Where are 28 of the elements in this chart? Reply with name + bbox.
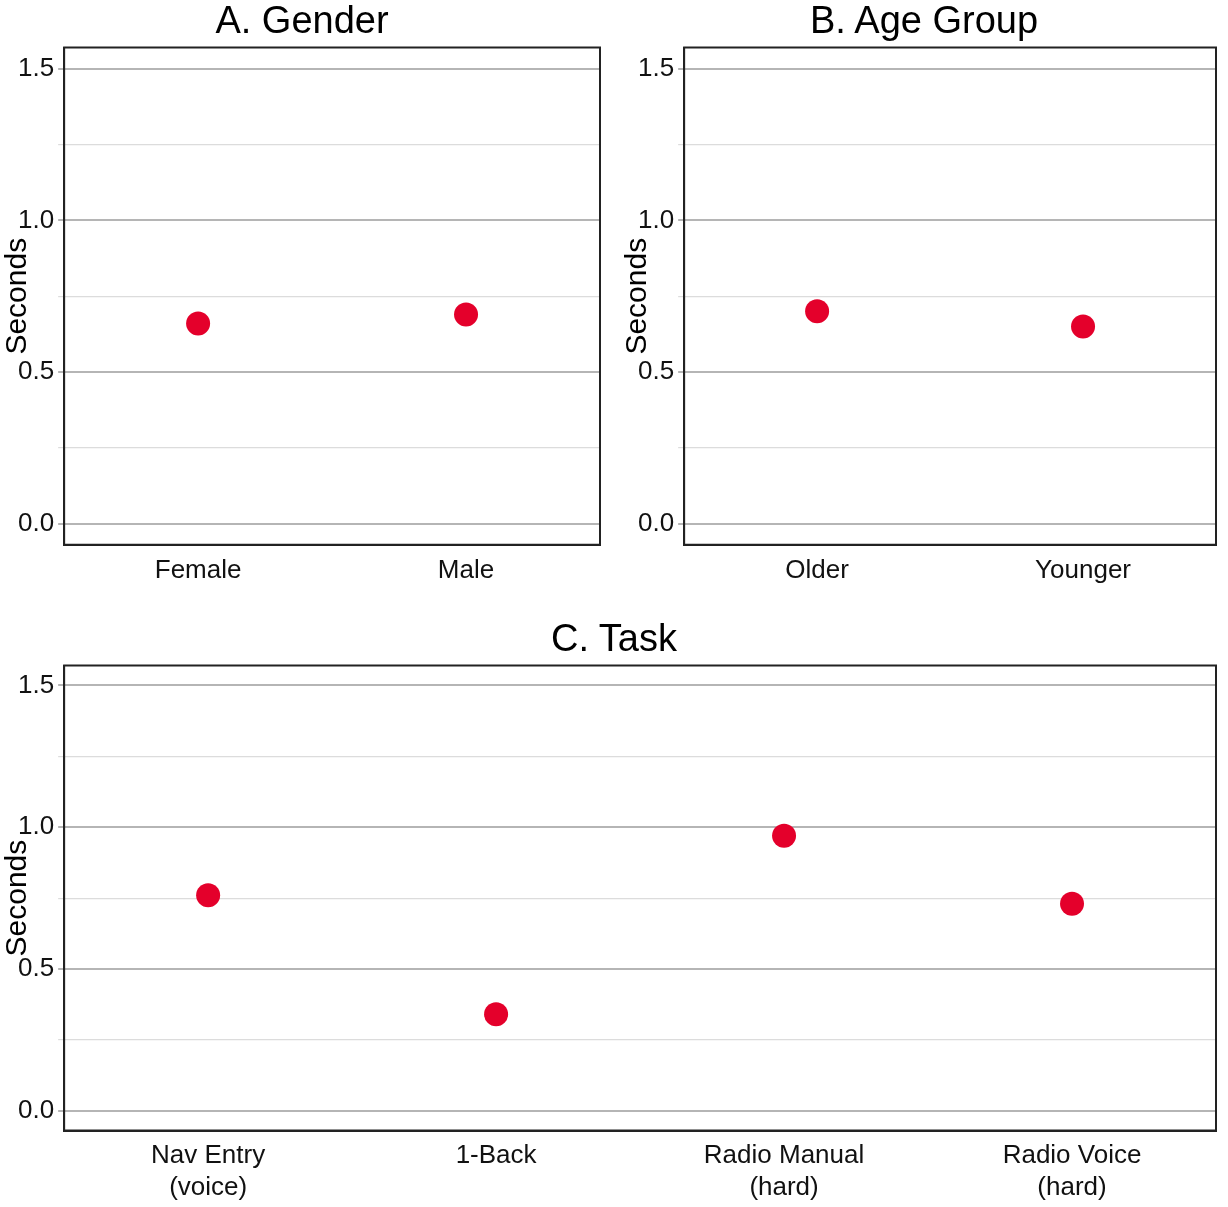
y-tick-label: 0.0 [17,506,55,537]
x-tick-label: Younger [1035,553,1132,584]
point [772,823,797,848]
x-tick-label: Female [154,553,242,584]
y-axis-title: Seconds [0,237,33,355]
y-tick-label: 1.0 [17,810,55,841]
point [196,883,221,908]
y-tick-label: 1.0 [637,203,675,234]
y-tick-label: 0.0 [17,1093,55,1124]
point [484,1002,509,1027]
x-tick-label: Older [785,553,850,584]
x-tick-label: Radio Voice (hard) [1002,1139,1142,1201]
x-tick-label: Nav Entry (voice) [151,1139,266,1201]
chart-title: B. Age Group [809,0,1039,42]
y-tick-label: 0.5 [17,355,55,386]
point [1060,891,1085,916]
chart-title: A. Gender [215,0,389,42]
y-tick-label: 1.0 [17,203,55,234]
y-tick-label: 1.5 [17,51,55,82]
y-axis-title: Seconds [619,237,653,355]
y-tick-label: 1.5 [637,51,675,82]
x-tick-label: Radio Manual (hard) [703,1139,865,1201]
x-tick-label: 1-Back [455,1139,538,1170]
x-tick-label: Male [437,553,495,584]
chart-title: C. Task [550,617,678,660]
y-tick-label: 0.0 [637,506,675,537]
y-tick-label: 1.5 [17,668,55,699]
y-tick-label: 0.5 [637,355,675,386]
